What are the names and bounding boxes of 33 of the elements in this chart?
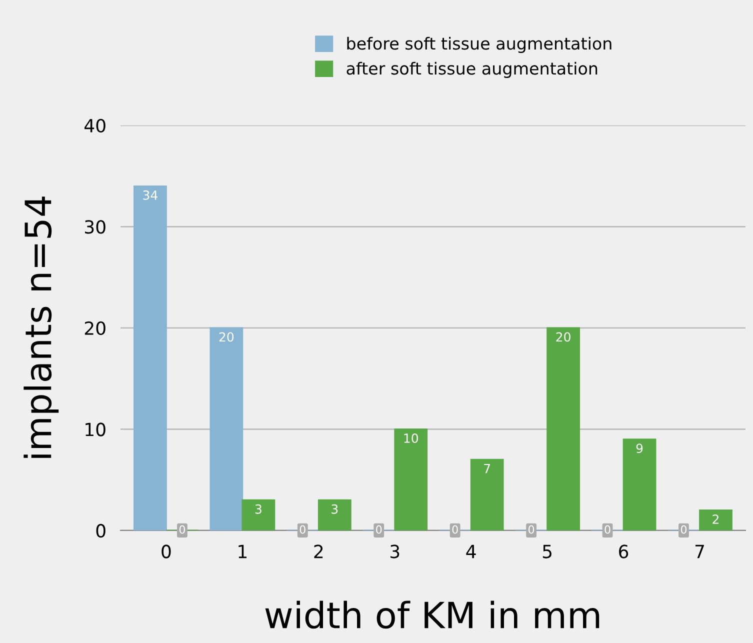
x-axis-title: width of KM in mm <box>265 600 600 629</box>
x-tick-label: 3 <box>390 544 400 558</box>
x-tick-label: 6 <box>619 544 628 558</box>
data-label: 0 <box>452 525 458 534</box>
data-label: 0 <box>680 525 687 534</box>
x-tick-label: 2 <box>314 544 323 558</box>
data-label: 34 <box>143 190 158 200</box>
data-label: 0 <box>376 525 382 534</box>
y-tick-label: 20 <box>84 321 106 336</box>
data-label: 2 <box>712 514 718 524</box>
data-label: 20 <box>219 332 234 342</box>
legend-label: after soft tissue augmentation <box>346 62 598 78</box>
legend-label: before soft tissue augmentation <box>347 36 612 54</box>
data-label: 3 <box>255 504 262 514</box>
data-label: 0 <box>179 525 186 534</box>
y-tick-label: 40 <box>84 118 106 132</box>
data-label: 0 <box>300 525 306 534</box>
data-label: 0 <box>528 525 534 534</box>
data-label: 3 <box>332 504 338 514</box>
data-label: 10 <box>404 433 418 443</box>
y-tick-label: 30 <box>84 220 106 234</box>
y-tick-label: 0 <box>96 524 106 538</box>
x-tick-label: 5 <box>542 544 552 558</box>
data-label: 20 <box>556 332 570 342</box>
x-tick-label: 1 <box>238 544 247 558</box>
data-label: 0 <box>604 525 610 534</box>
data-label: 7 <box>484 464 490 474</box>
y-axis-title: implants n=54 <box>24 196 59 458</box>
x-tick-label: 7 <box>695 544 704 558</box>
x-tick-label: 4 <box>466 544 476 558</box>
y-tick-label: 10 <box>86 422 106 436</box>
data-label: 9 <box>636 444 643 454</box>
x-tick-label: 0 <box>162 544 171 558</box>
